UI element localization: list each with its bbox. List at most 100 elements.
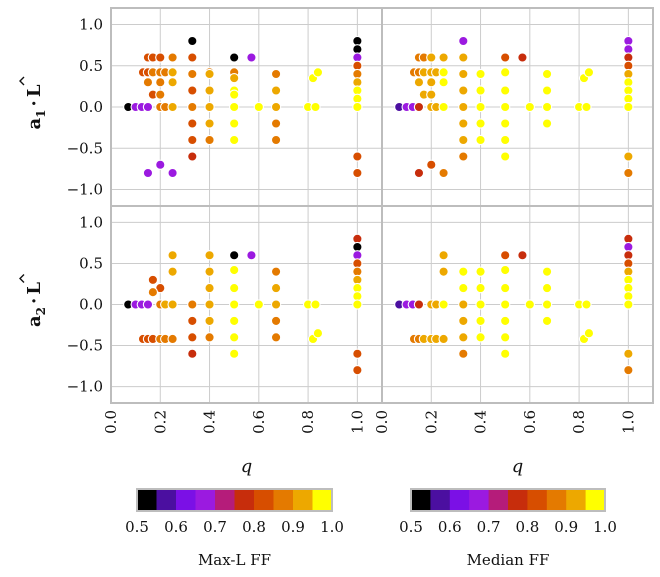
data-point <box>475 85 486 96</box>
data-point <box>583 328 595 339</box>
data-point <box>426 89 437 100</box>
data-point <box>541 118 553 129</box>
colorbar-swatch <box>254 489 274 511</box>
data-point <box>270 101 282 113</box>
colorbar-swatch <box>312 489 333 511</box>
colorbar-tick-label: 0.5 <box>399 518 423 536</box>
data-point <box>500 250 511 261</box>
data-point <box>167 167 178 179</box>
data-point <box>458 68 469 80</box>
data-point <box>524 299 535 310</box>
data-point <box>413 167 425 179</box>
data-point <box>500 52 511 63</box>
data-point <box>187 348 198 359</box>
data-point <box>352 348 363 359</box>
data-point <box>147 287 159 298</box>
y-tick-label: 1.0 <box>79 16 103 34</box>
data-point <box>500 299 511 310</box>
data-point <box>500 348 511 359</box>
data-point <box>204 68 215 80</box>
data-point <box>426 77 437 88</box>
data-point <box>155 159 166 170</box>
data-point <box>426 159 437 170</box>
panels-group <box>110 7 654 404</box>
colorbar-tick-label: 0.8 <box>515 518 539 536</box>
data-point <box>187 52 198 63</box>
y-axis-label: a2·L <box>24 282 48 327</box>
data-point <box>413 299 425 310</box>
axes-labels-group: 1.0 0.5 0.0 −0.5 −1.0 a1·L 1.0 0.5 0.0 −0.5 −1.0 a2… <box>19 16 637 477</box>
data-point <box>475 134 486 146</box>
data-point <box>500 264 511 276</box>
data-point <box>167 266 178 277</box>
y-tick-label: −0.5 <box>67 337 103 355</box>
data-point <box>204 250 215 261</box>
data-point <box>270 266 282 277</box>
data-point <box>581 299 592 310</box>
colorbar-tick-label: 0.7 <box>477 518 501 536</box>
data-point <box>187 118 198 129</box>
y-axis-label: a1·L <box>24 84 48 129</box>
data-point <box>155 52 166 63</box>
data-point <box>623 101 634 113</box>
data-point <box>229 299 240 310</box>
data-point <box>438 67 449 78</box>
data-point <box>541 299 553 310</box>
data-point <box>623 365 634 376</box>
data-point <box>204 282 215 294</box>
data-point <box>167 77 178 88</box>
data-point <box>147 274 159 286</box>
data-point <box>229 101 240 113</box>
data-point <box>142 167 154 179</box>
data-point <box>500 85 511 96</box>
hat-accent <box>19 274 25 283</box>
colorbar-title: Max-L FF <box>198 551 271 569</box>
data-point <box>352 101 363 113</box>
colorbar-swatch <box>585 489 606 511</box>
data-point <box>352 365 363 376</box>
colorbar-swatch <box>195 489 216 511</box>
data-point <box>458 85 469 96</box>
data-point <box>270 332 282 343</box>
data-point <box>458 282 469 294</box>
data-point <box>229 315 240 327</box>
data-point <box>623 167 634 179</box>
colorbar-tick-label: 0.6 <box>438 518 462 536</box>
panel-1-1 <box>110 7 383 207</box>
colorbar-swatch <box>566 489 587 511</box>
data-point <box>167 299 178 310</box>
data-point <box>458 332 469 343</box>
colorbar-swatch <box>488 489 509 511</box>
data-point <box>204 332 215 343</box>
y-tick-label: 0.5 <box>79 254 103 272</box>
x-tick-label: 0.4 <box>201 410 219 434</box>
data-point <box>167 67 178 78</box>
data-point <box>167 52 178 63</box>
data-point <box>229 134 240 146</box>
colorbar-tick-label: 0.6 <box>164 518 188 536</box>
data-point <box>438 101 449 113</box>
data-point <box>187 101 198 113</box>
data-point <box>187 68 198 80</box>
data-point <box>458 151 469 162</box>
data-point <box>310 299 321 310</box>
x-tick-label: 0.2 <box>151 410 169 434</box>
x-tick-label: 0.6 <box>250 410 268 434</box>
data-point <box>270 299 282 310</box>
colorbar-tick-label: 0.7 <box>203 518 227 536</box>
colorbar-tick-label: 0.5 <box>125 518 149 536</box>
data-point <box>352 299 363 310</box>
data-point <box>270 68 282 80</box>
data-point <box>204 134 215 146</box>
data-point <box>475 332 486 343</box>
colorbar-2: 0.5 0.6 0.7 0.8 0.9 1.0 Median FF <box>399 488 617 569</box>
data-point <box>187 299 198 310</box>
colorbar-swatch <box>527 489 548 511</box>
data-point <box>270 85 282 96</box>
data-point <box>413 101 425 113</box>
data-point <box>204 299 215 310</box>
colorbar-swatch <box>508 489 528 511</box>
data-point <box>187 151 198 162</box>
data-point <box>229 282 240 294</box>
